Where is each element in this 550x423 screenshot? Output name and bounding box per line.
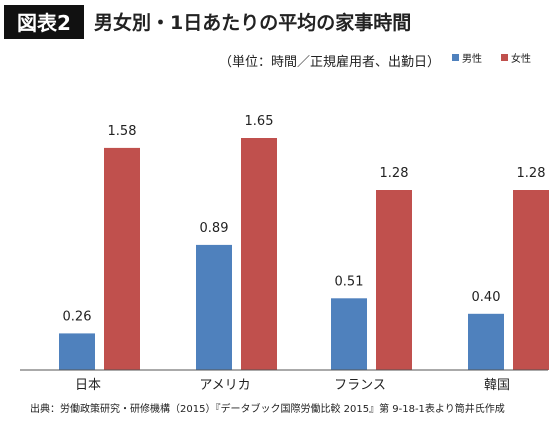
bar-female-0 (104, 147, 140, 370)
data-label-female-3: 1.28 (517, 166, 546, 181)
bar-female-2 (376, 190, 412, 370)
bar-male-2 (331, 298, 367, 370)
legend-label-female: 女性 (511, 52, 531, 65)
data-label-male-3: 0.40 (472, 290, 501, 305)
legend-swatch-male (452, 54, 459, 61)
data-label-female-0: 1.58 (108, 124, 137, 139)
legend-swatch-female (501, 54, 508, 61)
chart-title: 男女別・1日あたりの平均の家事時間 (94, 11, 411, 34)
category-label-1: アメリカ (199, 378, 250, 393)
source-note: 出典：労働政策研究・研修機構（2015）『データブック国際労働比較 2015』第… (30, 402, 505, 415)
data-label-male-0: 0.26 (63, 309, 92, 324)
data-label-female-1: 1.65 (245, 114, 274, 129)
category-label-3: 韓国 (484, 378, 510, 393)
legend-label-male: 男性 (462, 52, 482, 65)
bar-male-0 (59, 333, 95, 370)
bar-female-3 (513, 190, 549, 370)
legend: 男性 女性 (452, 52, 531, 65)
bar-male-1 (196, 244, 232, 370)
plot-area: 0.26 1.58 日本 0.89 1.65 アメリカ 0.51 1.28 フランス 0.40 1.… (59, 114, 549, 393)
bar-male-3 (468, 313, 504, 370)
data-label-female-2: 1.28 (380, 166, 409, 181)
category-label-2: フランス (334, 378, 386, 393)
data-label-male-1: 0.89 (200, 221, 229, 236)
data-label-male-2: 0.51 (335, 274, 364, 289)
figure-label-badge (4, 5, 84, 39)
figure-label: 図表2 (17, 11, 71, 35)
category-label-0: 日本 (75, 378, 101, 393)
bar-female-1 (241, 138, 277, 370)
chart-subtitle: （単位：時間／正規雇用者、出勤日） (219, 54, 440, 70)
